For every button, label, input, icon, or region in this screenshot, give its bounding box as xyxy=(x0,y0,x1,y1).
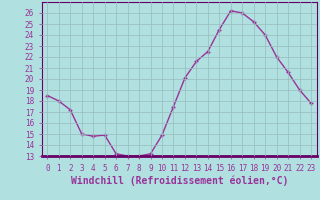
X-axis label: Windchill (Refroidissement éolien,°C): Windchill (Refroidissement éolien,°C) xyxy=(70,175,288,186)
